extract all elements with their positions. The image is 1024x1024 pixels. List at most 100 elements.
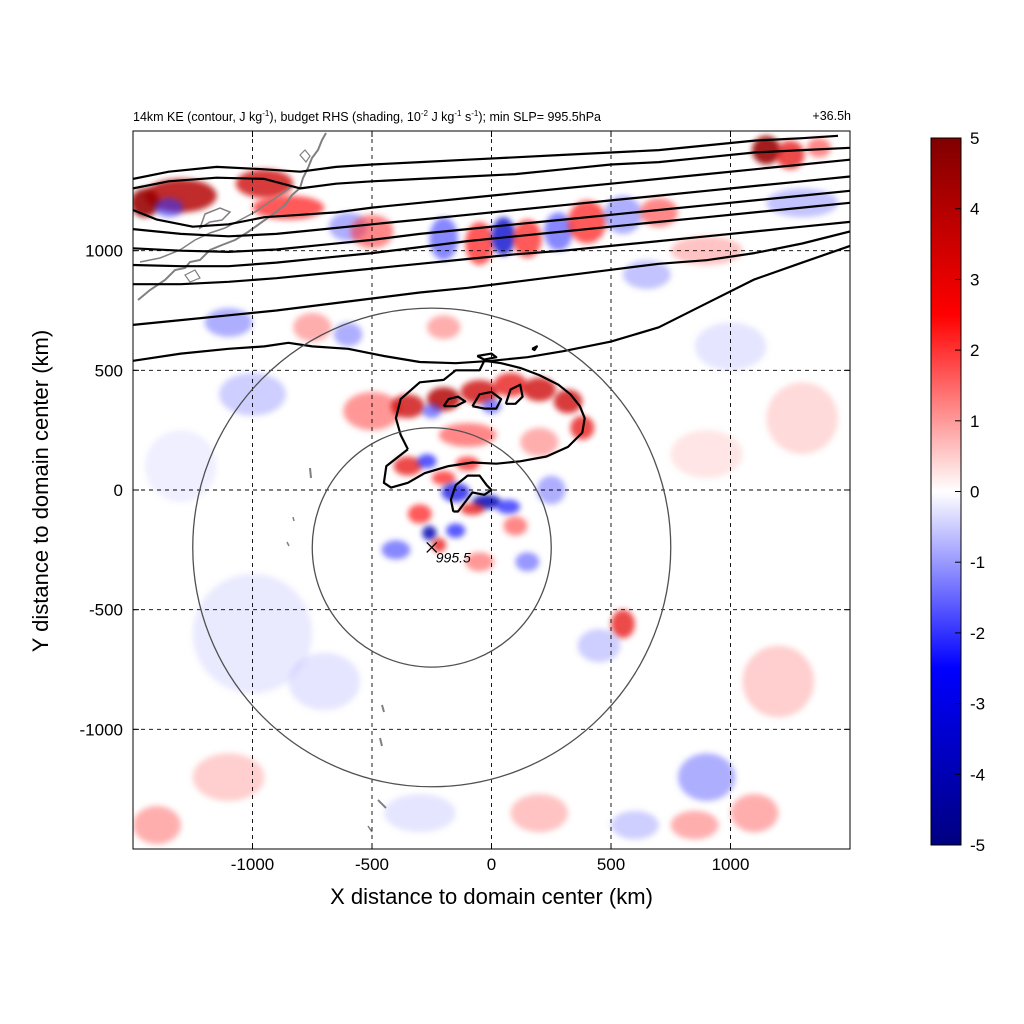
ke-contour-line bbox=[133, 134, 839, 180]
shading-blob bbox=[393, 456, 423, 476]
ke-contour-line bbox=[133, 230, 850, 326]
shading-blob bbox=[422, 403, 442, 419]
shading-blob bbox=[496, 499, 521, 514]
shading-blob bbox=[235, 169, 294, 199]
ke-contour-line bbox=[133, 244, 850, 365]
shading-blob bbox=[133, 188, 160, 218]
ke-contour-line bbox=[476, 352, 498, 361]
shading-blob bbox=[288, 652, 361, 711]
coastline bbox=[137, 132, 387, 833]
x-tick-label: 1000 bbox=[712, 855, 750, 874]
ke-contour-line bbox=[133, 189, 850, 253]
shading-blob bbox=[775, 140, 805, 170]
storm-center: 995.5 bbox=[426, 541, 471, 565]
x-tick-label: -1000 bbox=[231, 855, 274, 874]
shading-blob bbox=[144, 430, 217, 502]
y-axis-ticks: -1000 -500 0 500 1000 bbox=[80, 242, 850, 739]
colorbar-tick-label: 5 bbox=[970, 129, 979, 148]
forecast-time: +36.5h bbox=[812, 109, 851, 123]
colorbar-ticks: 5 4 3 2 1 0 -1 -2 -3 -4 -5 bbox=[955, 129, 985, 855]
title-superscript: -1 bbox=[262, 109, 270, 118]
title-superscript: -1 bbox=[454, 109, 462, 118]
title-superscript: -2 bbox=[420, 109, 428, 118]
x-axis-label: X distance to domain center (km) bbox=[330, 884, 653, 909]
shading-blob bbox=[431, 537, 447, 553]
colorbar-tick-label: 4 bbox=[970, 200, 979, 219]
shading-blob bbox=[381, 540, 411, 560]
shading-blob bbox=[694, 322, 767, 371]
shading-blob bbox=[522, 377, 557, 402]
shading-blob bbox=[510, 793, 568, 833]
colorbar-tick-label: 0 bbox=[970, 483, 979, 502]
shading-blob bbox=[611, 810, 659, 840]
ke-contour-line bbox=[504, 383, 524, 405]
y-tick-label: 500 bbox=[95, 361, 123, 380]
shading-blob bbox=[417, 454, 437, 469]
shading-blob bbox=[465, 221, 494, 266]
shading-blob bbox=[611, 609, 635, 639]
y-tick-label: 0 bbox=[114, 481, 123, 500]
colorbar-tick-label: -2 bbox=[970, 624, 985, 643]
shading-blob bbox=[438, 422, 497, 447]
shading-blob bbox=[154, 198, 184, 218]
ke-contour-line bbox=[531, 345, 538, 352]
ke-contour-line bbox=[133, 146, 850, 190]
colorbar-tick-label: 2 bbox=[970, 341, 979, 360]
colorbar-tick-label: -4 bbox=[970, 765, 985, 784]
x-tick-label: 500 bbox=[597, 855, 625, 874]
shading-blob bbox=[670, 810, 719, 840]
ke-contour-line bbox=[442, 395, 467, 408]
ke-contours bbox=[133, 134, 850, 513]
shading-blob bbox=[515, 552, 540, 572]
radius-circle bbox=[192, 307, 672, 788]
shading-blob bbox=[460, 379, 499, 404]
ke-contour-line bbox=[449, 474, 493, 513]
shading-blob bbox=[429, 217, 459, 261]
colorbar-tick-label: -1 bbox=[970, 553, 985, 572]
shading-blob bbox=[670, 430, 743, 479]
shading-blob bbox=[493, 372, 528, 397]
title-part: ), budget RHS (shading, 10 bbox=[269, 110, 421, 125]
shading-blob bbox=[407, 504, 432, 524]
ke-contour-line bbox=[133, 158, 850, 228]
shading-blob bbox=[806, 138, 831, 158]
y-tick-label: -500 bbox=[89, 601, 123, 620]
ke-contour-line bbox=[133, 201, 850, 268]
shading-blob bbox=[422, 525, 437, 541]
x-axis-ticks: -1000 -500 0 500 1000 bbox=[231, 131, 750, 874]
shading-blob bbox=[446, 523, 466, 538]
shading-blob bbox=[383, 793, 456, 833]
center-cross-icon bbox=[426, 541, 438, 553]
shading-blob bbox=[192, 753, 265, 802]
y-tick-label: -1000 bbox=[80, 720, 123, 739]
shading-blob bbox=[441, 482, 470, 502]
colorbar: 5 4 3 2 1 0 -1 -2 -3 -4 -5 bbox=[930, 129, 985, 855]
title-part: J kg bbox=[427, 110, 455, 125]
title-part: s bbox=[461, 110, 472, 125]
shading-blob bbox=[513, 219, 542, 258]
shading-blob bbox=[204, 308, 253, 337]
shading-blob bbox=[752, 135, 781, 165]
colorbar-tick-label: -5 bbox=[970, 836, 985, 855]
shading-blob bbox=[431, 470, 456, 486]
ke-contour-line bbox=[382, 359, 586, 489]
shading-blob bbox=[503, 516, 528, 536]
ke-contour-line bbox=[471, 390, 503, 410]
shading-blob bbox=[730, 793, 779, 833]
shading-blob bbox=[219, 372, 286, 416]
ke-contour-line bbox=[133, 175, 850, 238]
shading-blob bbox=[293, 312, 332, 342]
x-tick-label: 0 bbox=[487, 855, 496, 874]
y-tick-label: 1000 bbox=[85, 242, 123, 261]
title-superscript: -1 bbox=[471, 109, 479, 118]
shading-blob bbox=[639, 198, 678, 227]
plot-area: 995.5 -1000 -500 0 500 1000 -1000 -500 0 500 100… bbox=[80, 130, 851, 874]
colorbar-tick-label: -3 bbox=[970, 695, 985, 714]
shading-blob bbox=[133, 805, 181, 845]
shading-blob bbox=[577, 628, 621, 663]
shading-blob bbox=[766, 382, 839, 455]
ke-contour-line bbox=[133, 220, 850, 286]
shading-blob bbox=[333, 322, 363, 347]
shading-blob bbox=[465, 552, 494, 572]
shading-blob bbox=[460, 503, 485, 516]
